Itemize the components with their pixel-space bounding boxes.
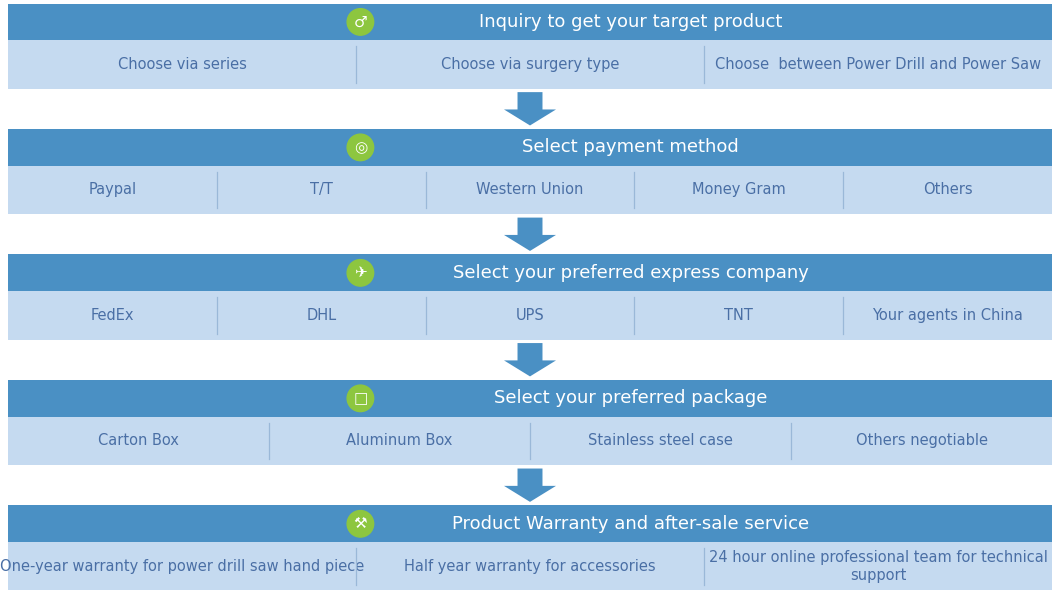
Text: Others: Others xyxy=(923,182,972,197)
Text: Money Gram: Money Gram xyxy=(692,182,785,197)
Text: Product Warranty and after-sale service: Product Warranty and after-sale service xyxy=(453,515,809,533)
Circle shape xyxy=(347,9,374,35)
Text: Others negotiable: Others negotiable xyxy=(855,433,988,448)
Text: ✈: ✈ xyxy=(354,265,367,280)
Text: Carton Box: Carton Box xyxy=(99,433,179,448)
Bar xyxy=(8,129,1052,166)
Bar xyxy=(8,417,1052,465)
Text: One-year warranty for power drill saw hand piece: One-year warranty for power drill saw ha… xyxy=(0,559,365,574)
Bar xyxy=(8,505,1052,542)
Text: FedEx: FedEx xyxy=(91,308,135,323)
Bar xyxy=(8,41,1052,89)
Text: Paypal: Paypal xyxy=(88,182,137,197)
Bar xyxy=(8,542,1052,591)
Circle shape xyxy=(347,260,374,286)
Text: ⚒: ⚒ xyxy=(354,516,367,531)
Circle shape xyxy=(347,511,374,537)
Text: Select your preferred package: Select your preferred package xyxy=(494,389,767,407)
Bar xyxy=(8,166,1052,214)
Polygon shape xyxy=(504,468,556,502)
Text: Choose  between Power Drill and Power Saw: Choose between Power Drill and Power Saw xyxy=(714,57,1041,72)
Text: Aluminum Box: Aluminum Box xyxy=(347,433,453,448)
Text: Choose via series: Choose via series xyxy=(118,57,246,72)
Bar xyxy=(8,4,1052,41)
Bar xyxy=(8,291,1052,340)
Text: □: □ xyxy=(353,391,368,406)
Text: TNT: TNT xyxy=(724,308,754,323)
Text: DHL: DHL xyxy=(306,308,336,323)
Bar xyxy=(8,254,1052,291)
Text: UPS: UPS xyxy=(515,308,545,323)
Text: Half year warranty for accessories: Half year warranty for accessories xyxy=(404,559,656,574)
Text: Select your preferred express company: Select your preferred express company xyxy=(453,264,809,282)
Text: ◎: ◎ xyxy=(354,140,367,155)
Text: ♂: ♂ xyxy=(354,14,367,29)
Text: T/T: T/T xyxy=(310,182,333,197)
Text: Select payment method: Select payment method xyxy=(523,138,739,156)
Text: Stainless steel case: Stainless steel case xyxy=(588,433,732,448)
Text: Choose via surgery type: Choose via surgery type xyxy=(441,57,619,72)
Bar xyxy=(8,380,1052,417)
Text: 24 hour online professional team for technical
support: 24 hour online professional team for tec… xyxy=(708,550,1047,582)
Text: Inquiry to get your target product: Inquiry to get your target product xyxy=(479,13,782,31)
Polygon shape xyxy=(504,218,556,251)
Polygon shape xyxy=(504,92,556,126)
Circle shape xyxy=(347,385,374,412)
Text: Your agents in China: Your agents in China xyxy=(872,308,1023,323)
Circle shape xyxy=(347,134,374,161)
Polygon shape xyxy=(504,343,556,377)
Text: Western Union: Western Union xyxy=(476,182,584,197)
